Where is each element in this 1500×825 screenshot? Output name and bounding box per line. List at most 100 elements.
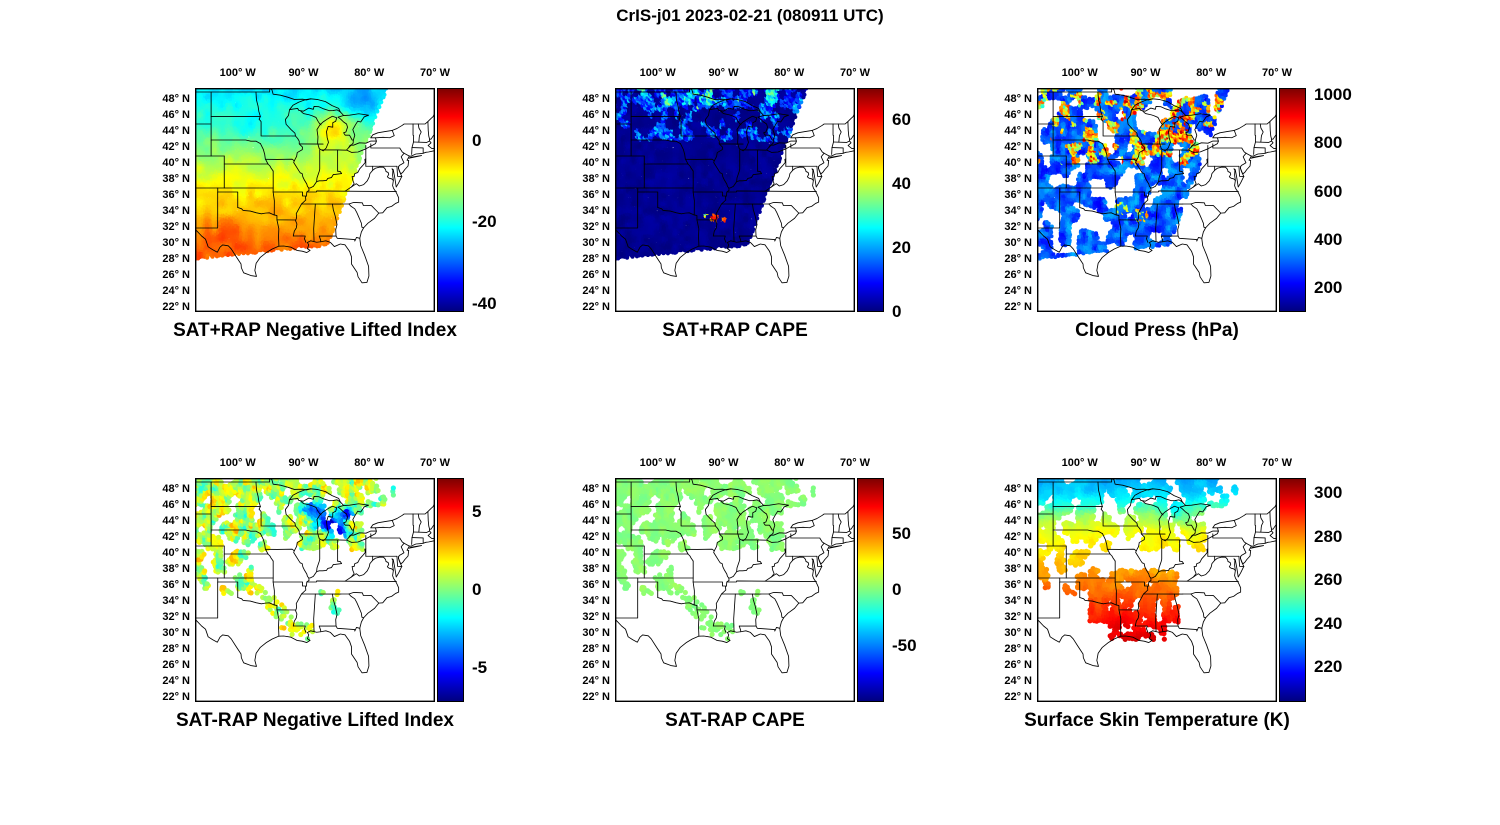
map-canvas-cloud-press xyxy=(1037,88,1277,312)
lat-tick-label: 36° N xyxy=(162,188,190,201)
lat-tick-label: 30° N xyxy=(1004,236,1032,249)
panel-title: Surface Skin Temperature (K) xyxy=(1024,710,1290,731)
lat-tick-label: 34° N xyxy=(1004,594,1032,607)
lon-tick-label: 80° W xyxy=(1196,457,1227,469)
lat-tick-label: 26° N xyxy=(582,658,610,671)
lat-tick-label: 28° N xyxy=(162,252,190,265)
lat-tick-label: 44° N xyxy=(162,124,190,137)
panel-title: SAT+RAP Negative Lifted Index xyxy=(173,320,457,341)
colorbar-tick-label: 800 xyxy=(1314,133,1343,153)
lat-tick-label: 46° N xyxy=(582,108,610,121)
lat-tick-label: 32° N xyxy=(582,220,610,233)
colorbar-tick-label: 60 xyxy=(892,110,911,129)
lon-tick-label: 100° W xyxy=(639,67,676,79)
lat-tick-label: 36° N xyxy=(1004,578,1032,591)
lat-tick-label: 24° N xyxy=(1004,284,1032,297)
panel-title: SAT-RAP CAPE xyxy=(665,710,805,731)
lon-tick-label: 90° W xyxy=(1130,67,1161,79)
lon-tick-label: 100° W xyxy=(639,457,676,469)
lat-tick-label: 42° N xyxy=(162,140,190,153)
lat-tick-label: 48° N xyxy=(582,92,610,105)
colorbar-gradient xyxy=(1280,479,1305,701)
lat-tick-label: 42° N xyxy=(582,140,610,153)
lat-tick-label: 22° N xyxy=(1004,690,1032,703)
colorbar-gradient xyxy=(858,479,883,701)
lon-tick-label: 70° W xyxy=(839,67,871,79)
lat-tick-label: 40° N xyxy=(162,546,190,559)
colorbar-tick-label: 0 xyxy=(892,580,902,599)
lat-tick-label: 46° N xyxy=(162,108,190,121)
lat-tick-label: 26° N xyxy=(1004,658,1032,671)
colorbar-tick-label: 50 xyxy=(892,524,911,543)
lon-tick-label: 90° W xyxy=(288,67,319,79)
lat-tick-label: 42° N xyxy=(162,530,190,543)
colorbar-cloud-press xyxy=(1279,88,1306,312)
colorbar-diff-lifted-index xyxy=(437,478,464,702)
lat-tick-label: 30° N xyxy=(582,626,610,639)
lat-tick-label: 36° N xyxy=(582,188,610,201)
lon-tick-label: 80° W xyxy=(774,67,805,79)
lat-tick-label: 22° N xyxy=(162,690,190,703)
lon-tick-label: 70° W xyxy=(839,457,871,469)
lat-tick-label: 46° N xyxy=(1004,108,1032,121)
lat-tick-label: 30° N xyxy=(1004,626,1032,639)
lat-tick-label: 32° N xyxy=(162,220,190,233)
lat-tick-label: 22° N xyxy=(582,690,610,703)
lon-tick-label: 70° W xyxy=(419,67,451,79)
lon-tick-label: 100° W xyxy=(1061,67,1098,79)
map-canvas-satrap-diff-cape xyxy=(615,478,855,702)
lat-tick-label: 40° N xyxy=(582,156,610,169)
colorbar-tick-label: 400 xyxy=(1314,229,1343,249)
panel-title: Cloud Press (hPa) xyxy=(1075,320,1239,341)
lat-tick-label: 32° N xyxy=(1004,220,1032,233)
colorbar-skin-temperature xyxy=(1279,478,1306,702)
lat-tick-label: 28° N xyxy=(582,252,610,265)
lat-tick-label: 48° N xyxy=(162,482,190,495)
lon-tick-label: 90° W xyxy=(288,457,319,469)
colorbar-tick-label: 200 xyxy=(1314,277,1343,297)
lat-tick-label: 26° N xyxy=(162,268,190,281)
lat-tick-label: 48° N xyxy=(582,482,610,495)
lon-tick-label: 70° W xyxy=(419,457,451,469)
map-canvas-satrap-sum-lifted-index xyxy=(195,88,435,312)
lat-tick-label: 22° N xyxy=(1004,300,1032,313)
colorbar-tick-label: 5 xyxy=(472,502,482,522)
lat-tick-label: 26° N xyxy=(582,268,610,281)
lat-tick-label: 46° N xyxy=(1004,498,1032,511)
lat-tick-label: 24° N xyxy=(162,674,190,687)
colorbar-gradient xyxy=(1280,89,1305,311)
colorbar-diff-cape xyxy=(857,478,884,702)
colorbar-tick-label: -20 xyxy=(472,212,497,232)
lat-tick-label: 34° N xyxy=(162,204,190,217)
lat-tick-label: 30° N xyxy=(162,626,190,639)
lon-tick-label: 100° W xyxy=(219,67,256,79)
lat-tick-label: 48° N xyxy=(162,92,190,105)
colorbar-gradient xyxy=(858,89,883,311)
lat-tick-label: 40° N xyxy=(1004,156,1032,169)
lat-tick-label: 36° N xyxy=(162,578,190,591)
lat-tick-label: 38° N xyxy=(162,562,190,575)
colorbar-gradient xyxy=(438,479,463,701)
lat-tick-label: 28° N xyxy=(1004,642,1032,655)
lat-tick-label: 32° N xyxy=(1004,610,1032,623)
lon-tick-label: 80° W xyxy=(354,457,385,469)
lon-tick-label: 80° W xyxy=(774,457,805,469)
colorbar-cape xyxy=(857,88,884,312)
lat-tick-label: 40° N xyxy=(1004,546,1032,559)
lat-tick-label: 28° N xyxy=(582,642,610,655)
colorbar-tick-label: 240 xyxy=(1314,613,1343,633)
lon-tick-label: 90° W xyxy=(708,457,739,469)
lat-tick-label: 24° N xyxy=(582,284,610,297)
lon-tick-label: 90° W xyxy=(1130,457,1161,469)
colorbar-tick-label: 0 xyxy=(472,580,482,599)
colorbar-tick-label: 0 xyxy=(472,130,482,150)
lon-tick-label: 80° W xyxy=(354,67,385,79)
map-canvas-satrap-sum-cape xyxy=(615,88,855,312)
colorbar-tick-label: 600 xyxy=(1314,181,1343,201)
colorbar-tick-label: 220 xyxy=(1314,657,1343,677)
lat-tick-label: 26° N xyxy=(162,658,190,671)
lat-tick-label: 44° N xyxy=(162,514,190,527)
panel-title: SAT-RAP Negative Lifted Index xyxy=(175,710,454,731)
lat-tick-label: 26° N xyxy=(1004,268,1032,281)
